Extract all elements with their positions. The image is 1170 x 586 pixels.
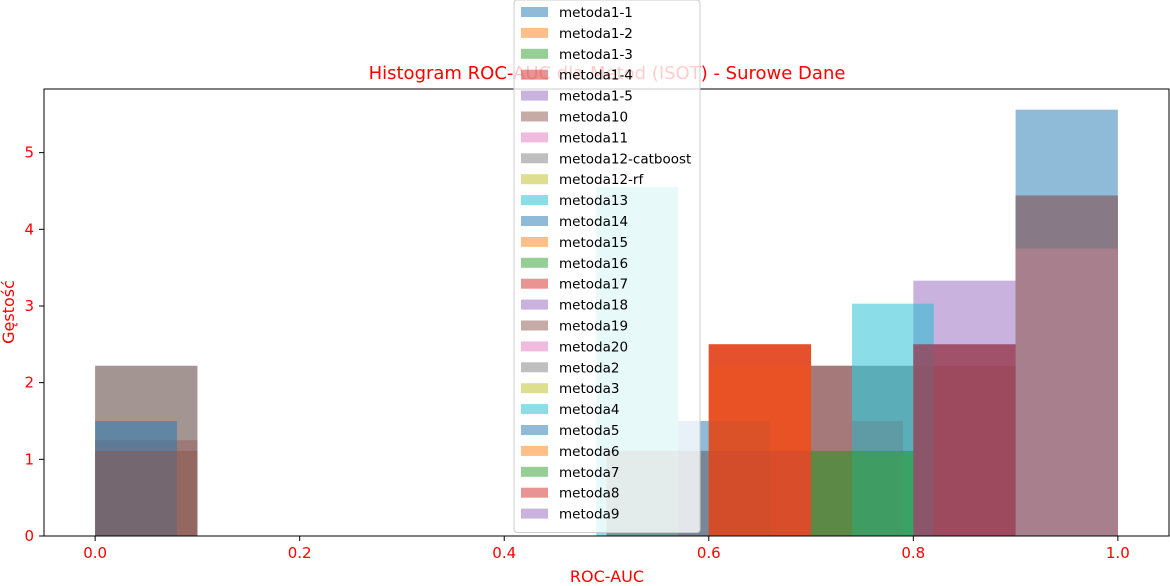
legend-swatch-metoda20	[521, 341, 548, 352]
legend-label-metoda9: metoda9	[559, 507, 619, 523]
legend-swatch-metoda1-4	[521, 69, 548, 80]
legend-swatch-metoda6	[521, 445, 548, 456]
legend-label-metoda20: metoda20	[559, 339, 628, 355]
legend-label-metoda16: metoda16	[559, 256, 628, 272]
x-axis-ticks: 0.0 0.2 0.4 0.6 0.8 1.0	[83, 536, 1130, 562]
x-tick-label-5: 1.0	[1106, 544, 1130, 562]
legend-label-metoda4: metoda4	[559, 402, 619, 418]
x-tick-label-3: 0.6	[697, 544, 721, 562]
x-tick-label-0: 0.0	[83, 544, 107, 562]
legend-swatch-metoda17	[521, 278, 548, 289]
legend-swatch-metoda1-2	[521, 27, 548, 38]
legend-swatch-metoda16	[521, 257, 548, 268]
legend-label-metoda5: metoda5	[559, 423, 619, 439]
legend-swatch-metoda13	[521, 195, 548, 206]
bar-metoda8-0	[708, 344, 812, 536]
legend-swatch-metoda2	[521, 362, 548, 373]
legend-label-metoda11: metoda11	[559, 130, 628, 146]
legend-swatch-metoda1-3	[521, 48, 548, 59]
bar-metoda9-0	[1015, 248, 1118, 536]
legend-label-metoda3: metoda3	[559, 381, 619, 397]
legend-label-metoda12-catboost: metoda12-catboost	[559, 151, 691, 167]
y-axis-ticks: 0 1 2 3 4 5	[24, 144, 44, 545]
x-tick-label-2: 0.4	[492, 544, 516, 562]
legend-label-metoda13: metoda13	[559, 193, 628, 209]
histogram-bars	[95, 109, 1118, 537]
y-axis-label: Gęstość	[0, 280, 18, 344]
legend-label-metoda2: metoda2	[559, 360, 619, 376]
legend-swatch-metoda14	[521, 216, 548, 226]
bar-metoda7-0	[811, 450, 914, 536]
legend-label-metoda12-rf: metoda12-rf	[559, 172, 644, 188]
legend-swatch-metoda19	[521, 320, 548, 331]
legend-swatch-metoda8	[521, 487, 548, 498]
legend-label-metoda1-3: metoda1-3	[559, 47, 633, 63]
legend-label-metoda8: metoda8	[559, 486, 619, 502]
series-metoda7	[811, 450, 914, 536]
x-tick-label-4: 0.8	[901, 544, 925, 562]
legend-swatch-metoda15	[521, 236, 548, 247]
legend-label-metoda1-5: metoda1-5	[559, 89, 633, 105]
legend-label-metoda14: metoda14	[559, 214, 628, 230]
legend-box	[513, 0, 701, 533]
legend-label-metoda15: metoda15	[559, 235, 628, 251]
x-axis-label: ROC-AUC	[570, 567, 644, 586]
legend-swatch-metoda3	[521, 383, 548, 394]
bar-metoda19-0	[95, 450, 198, 536]
legend-swatch-metoda12-catboost	[521, 153, 548, 164]
x-tick-label-1: 0.2	[288, 544, 312, 562]
y-tick-label-0: 0	[24, 527, 34, 545]
y-tick-label-5: 5	[24, 144, 34, 162]
legend-label-metoda17: metoda17	[559, 277, 628, 293]
legend-swatch-metoda18	[521, 299, 548, 310]
legend-swatch-metoda4	[521, 404, 548, 415]
legend-label-metoda7: metoda7	[559, 465, 619, 481]
legend-swatch-metoda11	[521, 132, 548, 143]
legend-swatch-metoda10	[521, 111, 548, 122]
legend: metoda1-1 metoda1-2 metoda1-3 metoda1-4 meto…	[513, 0, 701, 533]
legend-swatch-metoda1-5	[521, 90, 548, 101]
y-tick-label-4: 4	[24, 220, 34, 238]
y-tick-label-3: 3	[24, 297, 34, 315]
series-metoda8	[708, 344, 1016, 536]
legend-swatch-metoda12-rf	[521, 174, 548, 185]
series-metoda9	[1015, 248, 1118, 536]
legend-label-metoda18: metoda18	[559, 298, 628, 314]
legend-swatch-metoda1-1	[521, 7, 548, 17]
legend-label-metoda1-4: metoda1-4	[559, 68, 633, 84]
legend-swatch-metoda9	[521, 508, 548, 519]
legend-label-metoda1-1: metoda1-1	[559, 5, 633, 21]
legend-label-metoda19: metoda19	[559, 319, 628, 335]
bar-metoda8-1	[913, 344, 1016, 536]
legend-label-metoda1-2: metoda1-2	[559, 26, 633, 42]
legend-swatch-metoda7	[521, 466, 548, 477]
legend-label-metoda10: metoda10	[559, 110, 628, 126]
legend-label-metoda6: metoda6	[559, 444, 619, 460]
y-tick-label-2: 2	[24, 374, 34, 392]
y-tick-label-1: 1	[24, 450, 34, 468]
legend-swatch-metoda5	[521, 425, 548, 435]
